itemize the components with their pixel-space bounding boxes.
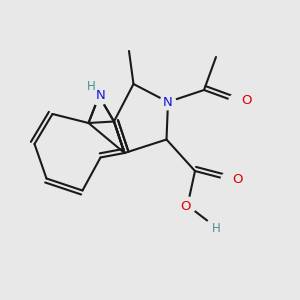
Text: N: N (96, 89, 105, 103)
Text: N: N (163, 95, 173, 109)
Text: O: O (233, 173, 243, 186)
Circle shape (221, 172, 238, 188)
Circle shape (90, 87, 108, 105)
Circle shape (229, 94, 245, 110)
Circle shape (160, 94, 176, 110)
Text: O: O (180, 200, 190, 213)
Text: H: H (212, 221, 221, 235)
Text: H: H (87, 80, 96, 94)
Circle shape (179, 197, 196, 214)
Text: O: O (241, 94, 251, 107)
Circle shape (207, 219, 219, 231)
